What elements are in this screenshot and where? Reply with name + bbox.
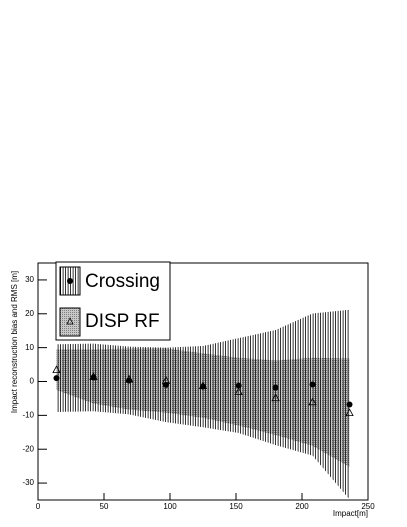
y-tick-label: -10 xyxy=(22,410,34,419)
y-tick-label: 30 xyxy=(25,275,34,284)
marker xyxy=(124,374,134,383)
markers xyxy=(52,365,354,417)
legend-label: DISP RF xyxy=(85,311,160,332)
marker xyxy=(271,393,280,402)
legend-marker xyxy=(67,278,73,284)
y-tick-label: -20 xyxy=(22,444,34,453)
y-axis-label: Impact reconstruction bias and RMS [m] xyxy=(10,271,19,413)
marker xyxy=(345,408,354,417)
marker xyxy=(198,381,208,389)
marker xyxy=(346,401,353,408)
y-tick-label: 10 xyxy=(25,343,34,352)
x-tick-label: 0 xyxy=(36,502,41,511)
marker xyxy=(161,376,171,384)
x-tick-label: 50 xyxy=(100,502,109,511)
y-tick-label: -30 xyxy=(22,478,34,487)
x-axis-label: Impact[m] xyxy=(333,509,368,518)
y-tick-label: 0 xyxy=(30,377,35,386)
marker xyxy=(53,375,60,382)
y-tick-label: 20 xyxy=(25,309,34,318)
marker xyxy=(126,377,133,384)
marker xyxy=(308,397,317,406)
marker xyxy=(52,365,61,374)
x-tick-label: 200 xyxy=(295,502,309,511)
legend: Crossing DISP RF xyxy=(55,261,171,341)
marker xyxy=(272,384,279,391)
rms-band xyxy=(56,309,350,500)
legend-label: Crossing xyxy=(85,271,160,292)
x-tick-label: 100 xyxy=(163,502,177,511)
marker xyxy=(89,372,98,380)
marker xyxy=(163,381,170,388)
x-tick-label: 250 xyxy=(361,502,375,511)
legend-marker xyxy=(66,317,74,325)
legend-swatch xyxy=(59,307,81,337)
x-tick-label: 150 xyxy=(229,502,243,511)
marker xyxy=(309,381,316,388)
marker xyxy=(234,387,243,396)
marker xyxy=(235,382,242,389)
